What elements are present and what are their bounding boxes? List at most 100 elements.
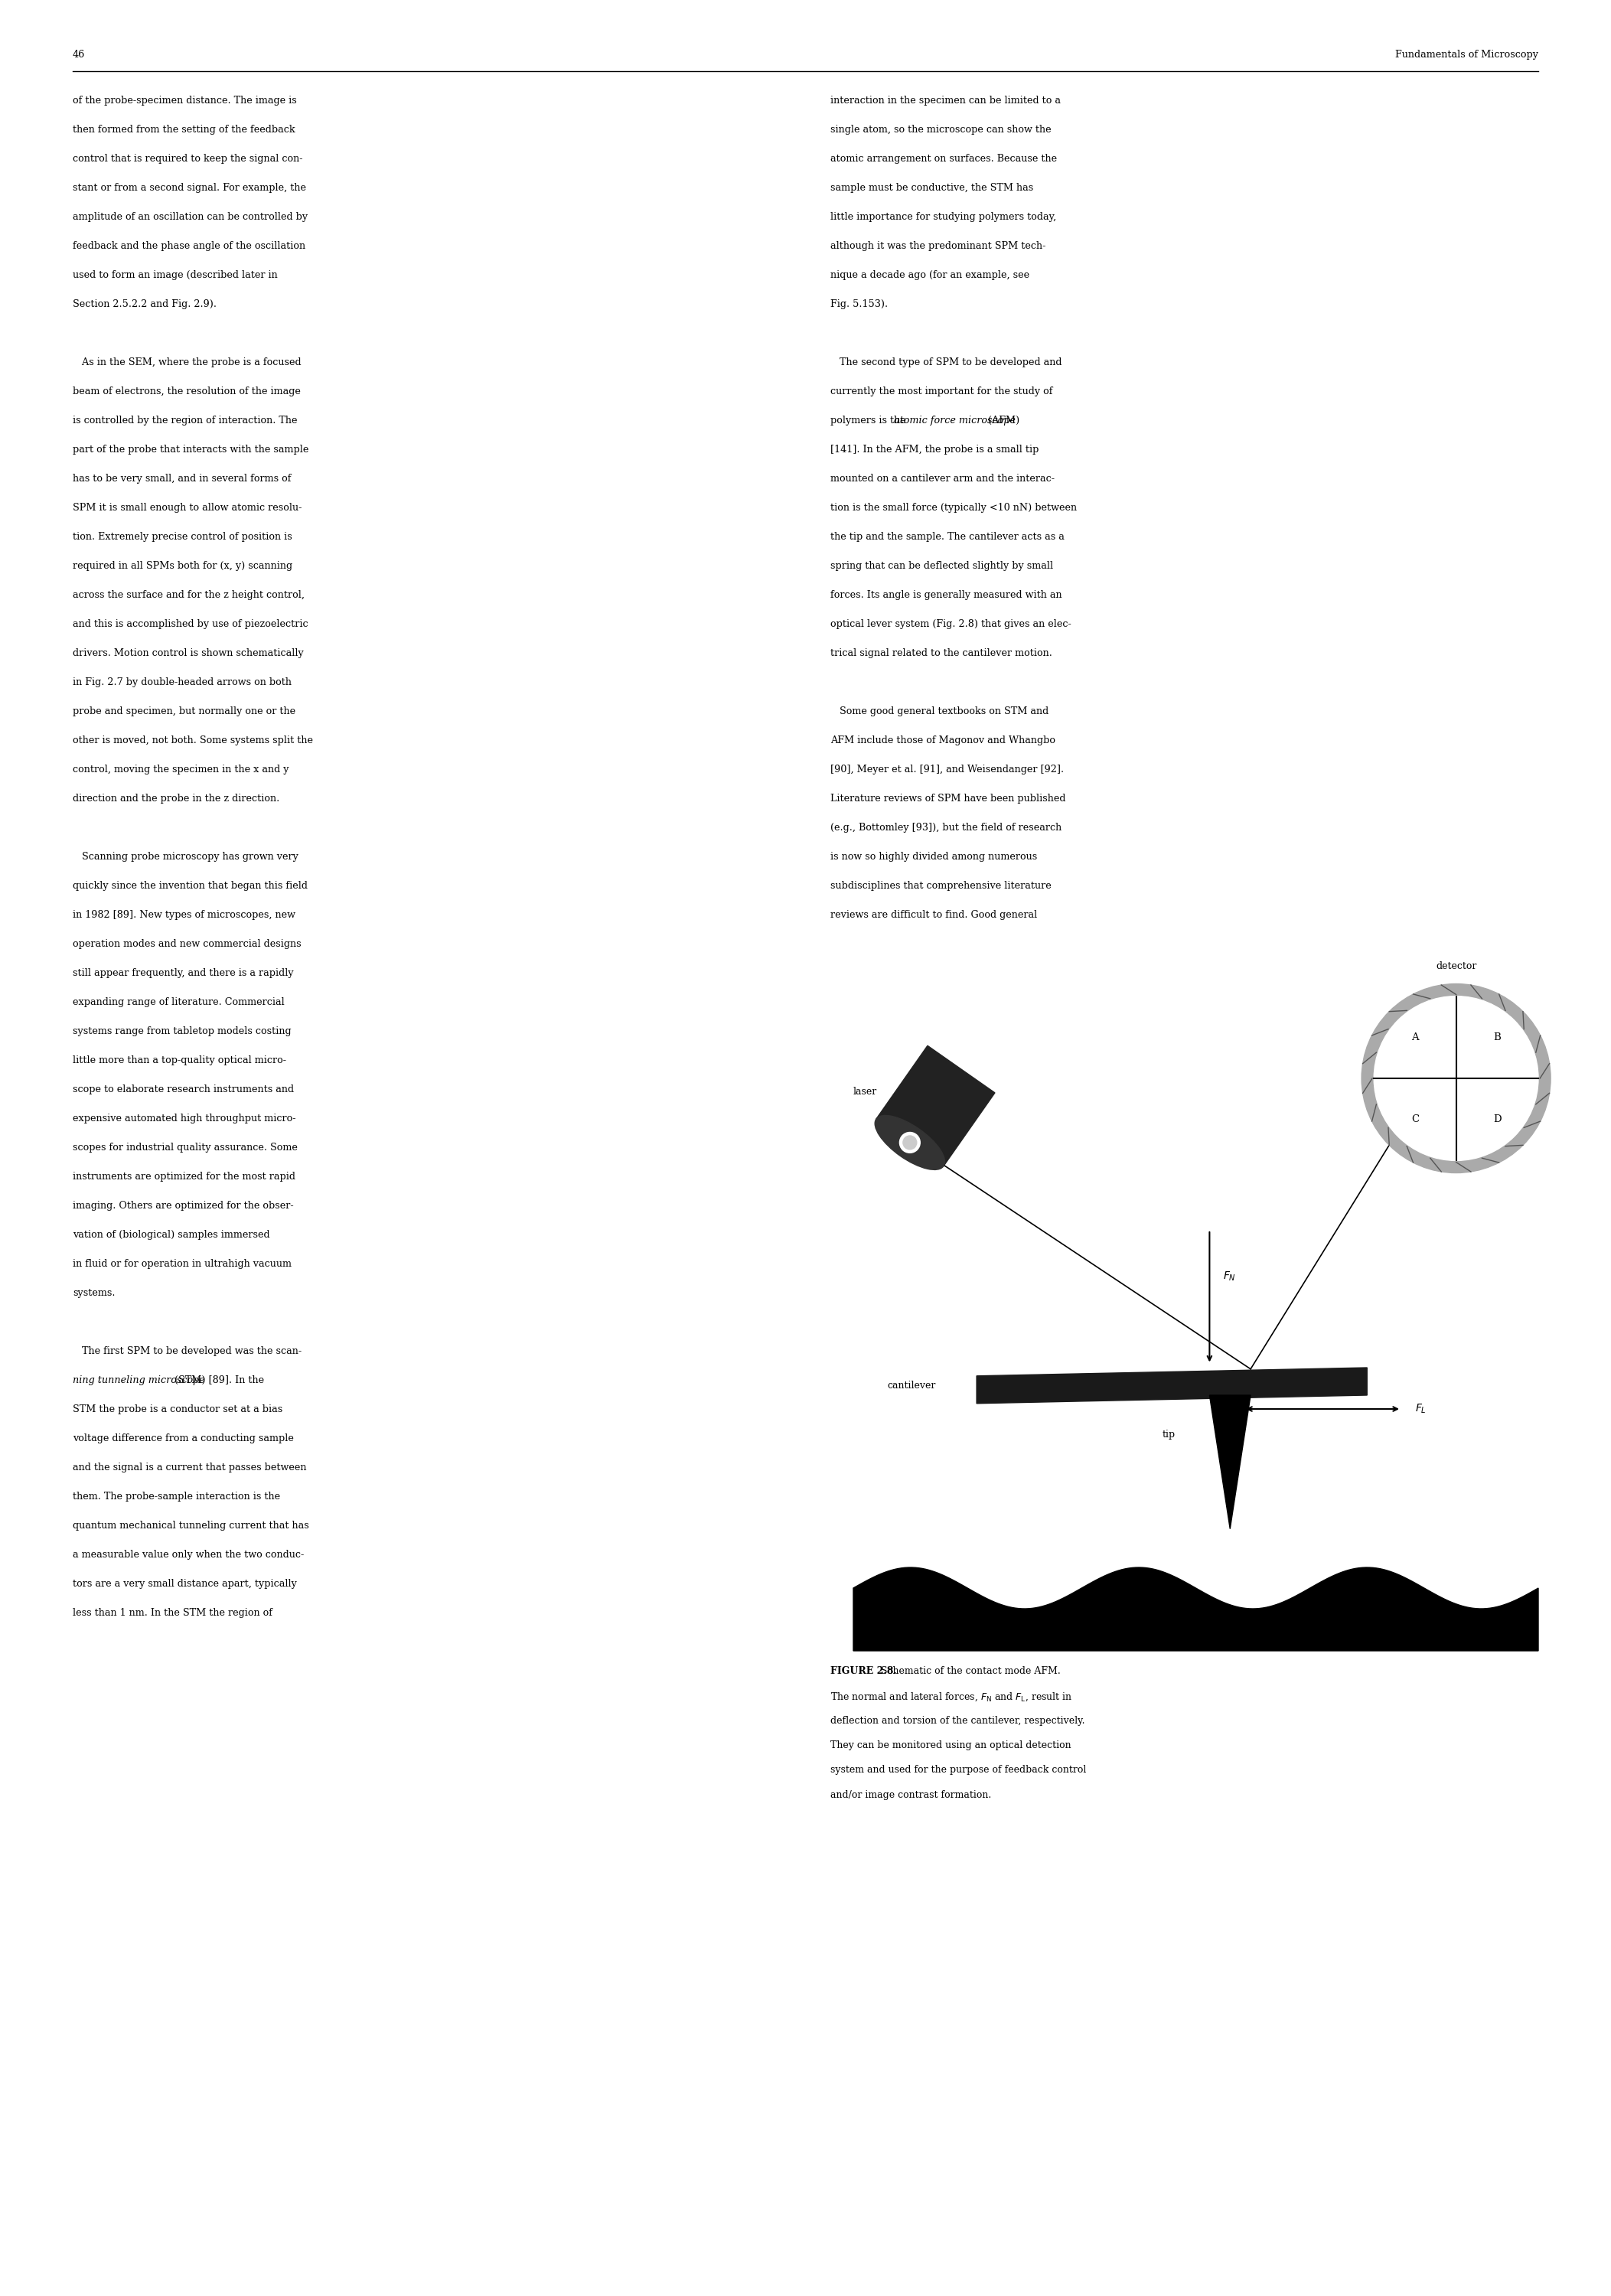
Text: atomic arrangement on surfaces. Because the: atomic arrangement on surfaces. Because …: [830, 154, 1057, 163]
Text: little more than a top-quality optical micro-: little more than a top-quality optical m…: [72, 1056, 287, 1065]
Text: in Fig. 2.7 by double-headed arrows on both: in Fig. 2.7 by double-headed arrows on b…: [72, 677, 292, 687]
Text: and/or image contrast formation.: and/or image contrast formation.: [830, 1791, 991, 1800]
Text: although it was the predominant SPM tech-: although it was the predominant SPM tech…: [830, 241, 1046, 250]
Text: direction and the probe in the z direction.: direction and the probe in the z directi…: [72, 794, 280, 804]
Text: laser: laser: [854, 1088, 878, 1097]
Text: is controlled by the region of interaction. The: is controlled by the region of interacti…: [72, 416, 298, 425]
Text: Some good general textbooks on STM and: Some good general textbooks on STM and: [830, 707, 1049, 716]
Ellipse shape: [875, 1116, 944, 1169]
Text: optical lever system (Fig. 2.8) that gives an elec-: optical lever system (Fig. 2.8) that giv…: [830, 620, 1071, 629]
Text: cantilever: cantilever: [888, 1380, 936, 1391]
Text: AFM include those of Magonov and Whangbo: AFM include those of Magonov and Whangbo: [830, 735, 1055, 746]
Text: in fluid or for operation in ultrahigh vacuum: in fluid or for operation in ultrahigh v…: [72, 1258, 292, 1270]
Text: The normal and lateral forces, $F_\mathrm{N}$ and $F_\mathrm{L}$, result in: The normal and lateral forces, $F_\mathr…: [830, 1690, 1073, 1704]
Text: vation of (biological) samples immersed: vation of (biological) samples immersed: [72, 1231, 271, 1240]
Text: [141]. In the AFM, the probe is a small tip: [141]. In the AFM, the probe is a small …: [830, 445, 1039, 455]
Text: tors are a very small distance apart, typically: tors are a very small distance apart, ty…: [72, 1580, 296, 1589]
Text: instruments are optimized for the most rapid: instruments are optimized for the most r…: [72, 1171, 295, 1182]
Text: has to be very small, and in several forms of: has to be very small, and in several for…: [72, 473, 292, 484]
Text: them. The probe-sample interaction is the: them. The probe-sample interaction is th…: [72, 1492, 280, 1502]
Text: specimen: specimen: [1173, 1619, 1220, 1630]
Text: mounted on a cantilever arm and the interac-: mounted on a cantilever arm and the inte…: [830, 473, 1055, 484]
Text: beam of electrons, the resolution of the image: beam of electrons, the resolution of the…: [72, 386, 301, 397]
Text: then formed from the setting of the feedback: then formed from the setting of the feed…: [72, 124, 295, 135]
Text: atomic force microscope: atomic force microscope: [894, 416, 1015, 425]
Text: still appear frequently, and there is a rapidly: still appear frequently, and there is a …: [72, 969, 293, 978]
Text: As in the SEM, where the probe is a focused: As in the SEM, where the probe is a focu…: [72, 358, 301, 367]
Text: deflection and torsion of the cantilever, respectively.: deflection and torsion of the cantilever…: [830, 1715, 1084, 1727]
Text: scope to elaborate research instruments and: scope to elaborate research instruments …: [72, 1084, 293, 1095]
Polygon shape: [876, 1045, 996, 1166]
Text: [90], Meyer et al. [91], and Weisendanger [92].: [90], Meyer et al. [91], and Weisendange…: [830, 765, 1063, 774]
Text: used to form an image (described later in: used to form an image (described later i…: [72, 271, 277, 280]
Circle shape: [1374, 996, 1539, 1159]
Circle shape: [899, 1132, 920, 1153]
Text: the tip and the sample. The cantilever acts as a: the tip and the sample. The cantilever a…: [830, 533, 1065, 542]
Text: interaction in the specimen can be limited to a: interaction in the specimen can be limit…: [830, 96, 1060, 106]
Text: in 1982 [89]. New types of microscopes, new: in 1982 [89]. New types of microscopes, …: [72, 909, 295, 921]
Text: $F_N$: $F_N$: [1223, 1270, 1236, 1283]
Text: Scanning probe microscopy has grown very: Scanning probe microscopy has grown very: [72, 852, 298, 861]
Text: expensive automated high throughput micro-: expensive automated high throughput micr…: [72, 1114, 296, 1123]
Text: A: A: [1411, 1033, 1419, 1042]
Text: tion. Extremely precise control of position is: tion. Extremely precise control of posit…: [72, 533, 292, 542]
Text: STM the probe is a conductor set at a bias: STM the probe is a conductor set at a bi…: [72, 1405, 282, 1414]
Text: tip: tip: [1162, 1430, 1174, 1440]
Text: part of the probe that interacts with the sample: part of the probe that interacts with th…: [72, 445, 309, 455]
Circle shape: [904, 1137, 917, 1150]
Text: quickly since the invention that began this field: quickly since the invention that began t…: [72, 882, 308, 891]
Text: control, moving the specimen in the x and y: control, moving the specimen in the x an…: [72, 765, 288, 774]
Text: amplitude of an oscillation can be controlled by: amplitude of an oscillation can be contr…: [72, 211, 308, 223]
Text: trical signal related to the cantilever motion.: trical signal related to the cantilever …: [830, 647, 1052, 659]
Text: and the signal is a current that passes between: and the signal is a current that passes …: [72, 1463, 306, 1472]
Text: detector: detector: [1435, 962, 1477, 971]
Text: feedback and the phase angle of the oscillation: feedback and the phase angle of the osci…: [72, 241, 306, 250]
Text: quantum mechanical tunneling current that has: quantum mechanical tunneling current tha…: [72, 1520, 309, 1531]
Text: forces. Its angle is generally measured with an: forces. Its angle is generally measured …: [830, 590, 1062, 599]
Text: scopes for industrial quality assurance. Some: scopes for industrial quality assurance.…: [72, 1143, 298, 1153]
Text: 46: 46: [72, 51, 85, 60]
Text: little importance for studying polymers today,: little importance for studying polymers …: [830, 211, 1057, 223]
Text: subdisciplines that comprehensive literature: subdisciplines that comprehensive litera…: [830, 882, 1052, 891]
Text: system and used for the purpose of feedback control: system and used for the purpose of feedb…: [830, 1766, 1086, 1775]
Polygon shape: [854, 1568, 1539, 1651]
Text: systems range from tabletop models costing: systems range from tabletop models costi…: [72, 1026, 292, 1035]
Text: C: C: [1411, 1114, 1419, 1125]
Circle shape: [1361, 983, 1551, 1173]
Text: currently the most important for the study of: currently the most important for the stu…: [830, 386, 1052, 397]
Text: drivers. Motion control is shown schematically: drivers. Motion control is shown schemat…: [72, 647, 303, 659]
Text: across the surface and for the z height control,: across the surface and for the z height …: [72, 590, 304, 599]
Polygon shape: [1210, 1396, 1250, 1529]
Text: FIGURE 2.8.: FIGURE 2.8.: [830, 1667, 897, 1676]
Text: single atom, so the microscope can show the: single atom, so the microscope can show …: [830, 124, 1052, 135]
Text: operation modes and new commercial designs: operation modes and new commercial desig…: [72, 939, 301, 948]
Text: expanding range of literature. Commercial: expanding range of literature. Commercia…: [72, 996, 285, 1008]
Text: (AFM): (AFM): [984, 416, 1020, 425]
Text: tion is the small force (typically <10 nN) between: tion is the small force (typically <10 n…: [830, 503, 1076, 512]
Text: probe and specimen, but normally one or the: probe and specimen, but normally one or …: [72, 707, 295, 716]
Text: of the probe-specimen distance. The image is: of the probe-specimen distance. The imag…: [72, 96, 296, 106]
Text: reviews are difficult to find. Good general: reviews are difficult to find. Good gene…: [830, 909, 1037, 921]
Polygon shape: [976, 1368, 1368, 1403]
Text: ning tunneling microscope: ning tunneling microscope: [72, 1375, 205, 1384]
Text: imaging. Others are optimized for the obser-: imaging. Others are optimized for the ob…: [72, 1201, 293, 1210]
Text: required in all SPMs both for (x, y) scanning: required in all SPMs both for (x, y) sca…: [72, 560, 293, 572]
Text: They can be monitored using an optical detection: They can be monitored using an optical d…: [830, 1740, 1071, 1750]
Text: D: D: [1493, 1114, 1501, 1125]
Text: other is moved, not both. Some systems split the: other is moved, not both. Some systems s…: [72, 735, 313, 746]
Text: Section 2.5.2.2 and Fig. 2.9).: Section 2.5.2.2 and Fig. 2.9).: [72, 298, 216, 310]
Text: polymers is the: polymers is the: [830, 416, 909, 425]
Text: (STM) [89]. In the: (STM) [89]. In the: [172, 1375, 264, 1384]
Text: (e.g., Bottomley [93]), but the field of research: (e.g., Bottomley [93]), but the field of…: [830, 822, 1062, 833]
Text: B: B: [1493, 1033, 1501, 1042]
Text: $F_L$: $F_L$: [1414, 1403, 1426, 1414]
Text: sample must be conductive, the STM has: sample must be conductive, the STM has: [830, 184, 1033, 193]
Text: is now so highly divided among numerous: is now so highly divided among numerous: [830, 852, 1037, 861]
Text: The first SPM to be developed was the scan-: The first SPM to be developed was the sc…: [72, 1345, 301, 1357]
Text: nique a decade ago (for an example, see: nique a decade ago (for an example, see: [830, 271, 1029, 280]
Text: a measurable value only when the two conduc-: a measurable value only when the two con…: [72, 1550, 304, 1559]
Text: voltage difference from a conducting sample: voltage difference from a conducting sam…: [72, 1433, 293, 1444]
Text: systems.: systems.: [72, 1288, 114, 1297]
Text: less than 1 nm. In the STM the region of: less than 1 nm. In the STM the region of: [72, 1607, 272, 1619]
Text: spring that can be deflected slightly by small: spring that can be deflected slightly by…: [830, 560, 1054, 572]
